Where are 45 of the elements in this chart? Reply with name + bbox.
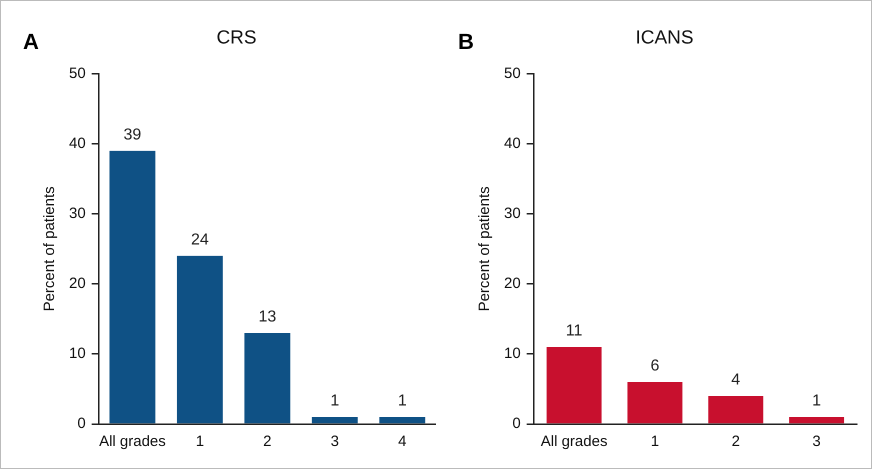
bar <box>627 382 682 424</box>
y-tick-label: 50 <box>68 64 86 82</box>
x-tick-label: 2 <box>263 433 272 450</box>
data-label: 4 <box>731 371 740 388</box>
x-tick-label: 4 <box>398 433 406 450</box>
y-tick-label: 0 <box>77 415 86 432</box>
bar <box>176 256 223 424</box>
data-label: 6 <box>650 357 660 374</box>
data-label: 1 <box>398 392 407 410</box>
text: A <box>23 29 39 54</box>
text: B <box>458 29 474 54</box>
x-tick-label: 1 <box>196 433 204 450</box>
data-label: 1 <box>330 392 340 410</box>
bar <box>312 416 358 424</box>
data-label: 1 <box>812 392 822 410</box>
y-tick-label: 0 <box>512 415 521 432</box>
chart-title: CRS <box>216 28 257 49</box>
bar <box>244 332 290 424</box>
bar <box>109 150 156 424</box>
y-axis-title: Percent of patients <box>41 186 58 312</box>
bar <box>379 416 426 424</box>
data-label: 13 <box>258 308 276 326</box>
y-tick-label: 40 <box>504 134 521 152</box>
data-label: 39 <box>124 126 142 144</box>
x-tick-label: 1 <box>650 433 660 450</box>
x-tick-label: All grades <box>540 433 608 450</box>
y-tick-label: 10 <box>68 345 86 362</box>
data-label: 24 <box>190 231 209 248</box>
y-tick-label: 10 <box>504 345 521 362</box>
y-tick-label: 20 <box>504 275 521 292</box>
bar <box>708 396 764 424</box>
x-tick-label: 3 <box>330 433 339 450</box>
y-tick-label: 50 <box>504 64 521 82</box>
bar <box>789 416 844 424</box>
x-tick-label: All grades <box>99 433 166 450</box>
x-tick-label: 3 <box>812 433 821 450</box>
bar <box>546 346 602 424</box>
y-tick-label: 40 <box>68 134 86 152</box>
y-axis-title: Percent of patients <box>476 186 494 312</box>
y-tick-label: 30 <box>68 205 86 222</box>
x-tick-label: 2 <box>732 433 740 450</box>
y-tick-label: 20 <box>68 275 86 292</box>
y-tick-label: 30 <box>504 205 521 222</box>
data-label: 11 <box>566 322 583 340</box>
chart-title: ICANS <box>635 28 694 49</box>
